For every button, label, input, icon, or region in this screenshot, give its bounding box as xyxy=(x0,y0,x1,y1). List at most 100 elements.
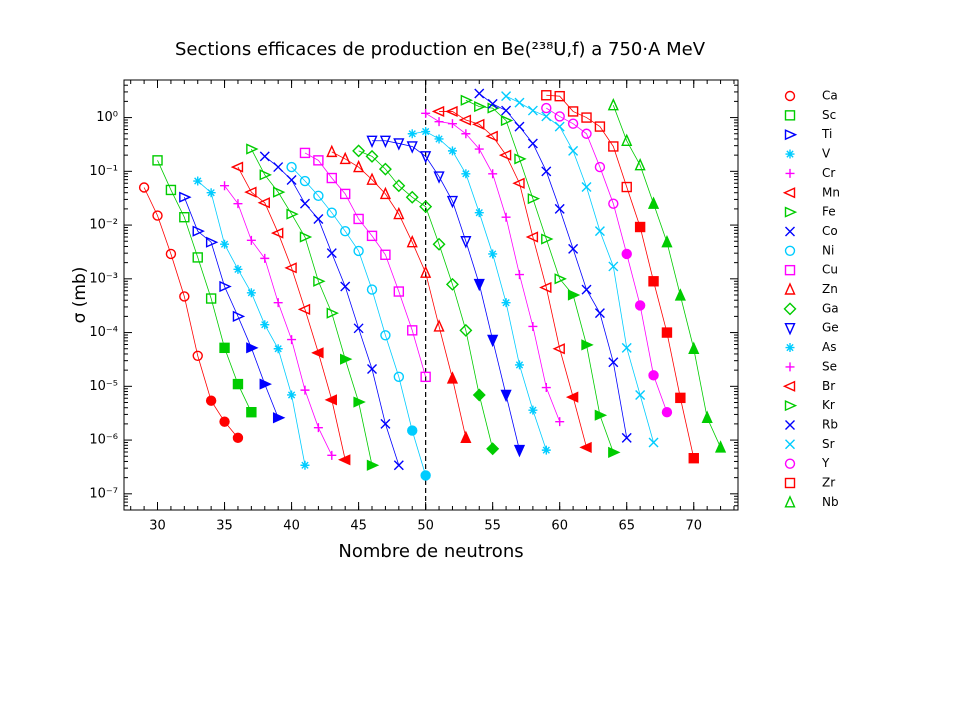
marker xyxy=(567,289,581,301)
marker xyxy=(393,206,405,220)
legend-marker xyxy=(785,362,795,372)
marker xyxy=(246,288,256,298)
marker xyxy=(313,190,324,202)
marker xyxy=(459,323,473,337)
marker xyxy=(421,108,431,118)
marker xyxy=(420,470,431,481)
marker xyxy=(244,186,257,198)
marker xyxy=(219,416,230,427)
marker xyxy=(608,357,619,368)
marker xyxy=(366,135,378,148)
marker xyxy=(260,320,270,330)
marker xyxy=(421,127,431,137)
marker xyxy=(179,212,190,223)
marker xyxy=(460,94,474,106)
marker xyxy=(514,153,527,165)
marker xyxy=(541,383,551,393)
x-axis-label: Nombre de neutrons xyxy=(338,541,523,562)
marker xyxy=(568,145,579,156)
x-tick-label: 50 xyxy=(417,519,434,534)
legend-marker xyxy=(785,168,795,178)
marker xyxy=(594,226,605,237)
marker xyxy=(594,409,608,421)
legend-label: Co xyxy=(822,224,838,238)
marker xyxy=(675,392,686,404)
marker xyxy=(567,106,579,117)
marker xyxy=(487,334,499,348)
marker xyxy=(527,193,541,205)
marker xyxy=(379,186,392,200)
legend-label: Ca xyxy=(822,89,838,103)
marker xyxy=(500,114,514,127)
marker xyxy=(554,203,565,214)
marker xyxy=(608,141,619,152)
marker xyxy=(594,161,606,173)
marker xyxy=(219,342,230,354)
marker xyxy=(674,288,686,301)
marker xyxy=(498,149,512,161)
legend-label: Ga xyxy=(822,301,839,315)
legend-label: Cu xyxy=(822,263,838,277)
marker xyxy=(340,225,351,237)
marker xyxy=(205,395,217,406)
x-tick-label: 40 xyxy=(283,519,300,534)
marker xyxy=(232,378,244,390)
marker xyxy=(220,239,230,249)
series-line xyxy=(331,151,467,438)
marker xyxy=(446,371,459,384)
marker xyxy=(406,141,418,154)
marker xyxy=(514,97,525,108)
marker xyxy=(339,151,351,165)
legend-label: Ge xyxy=(822,321,839,335)
marker xyxy=(621,342,632,353)
y-axis-label: σ (mb) xyxy=(70,267,90,324)
marker xyxy=(458,114,472,126)
legend-label: As xyxy=(822,340,836,354)
x-tick-label: 70 xyxy=(685,519,702,534)
marker xyxy=(260,253,270,263)
marker xyxy=(661,327,673,338)
marker xyxy=(460,236,472,249)
marker xyxy=(648,437,659,448)
marker xyxy=(541,166,552,177)
series-line xyxy=(358,150,494,449)
marker xyxy=(446,195,459,209)
marker xyxy=(407,129,417,139)
marker xyxy=(420,151,432,164)
legend-label: Cr xyxy=(822,166,835,180)
legend-label: Zn xyxy=(822,282,838,296)
marker xyxy=(661,234,673,248)
marker xyxy=(179,291,190,302)
marker xyxy=(405,190,419,204)
marker xyxy=(635,389,646,400)
marker xyxy=(514,360,524,370)
marker xyxy=(525,231,539,243)
marker xyxy=(287,390,297,400)
marker xyxy=(621,432,632,443)
marker xyxy=(138,182,150,193)
marker xyxy=(634,157,646,171)
marker xyxy=(474,101,487,113)
marker xyxy=(366,172,378,185)
marker xyxy=(179,191,192,203)
marker xyxy=(512,177,525,189)
marker xyxy=(501,91,512,102)
marker xyxy=(407,425,418,436)
marker xyxy=(433,319,445,332)
marker xyxy=(380,418,391,429)
series-line xyxy=(291,166,427,476)
marker xyxy=(327,450,337,460)
marker xyxy=(340,281,351,292)
legend-marker xyxy=(785,439,795,450)
marker xyxy=(233,264,243,274)
y-tick-label: 10⁻⁶ xyxy=(89,433,118,448)
y-tick-label: 10⁻⁷ xyxy=(89,486,118,501)
marker xyxy=(192,350,203,361)
marker xyxy=(474,208,484,218)
x-tick-label: 35 xyxy=(216,519,233,534)
marker xyxy=(488,169,498,179)
marker xyxy=(420,265,432,278)
legend-marker xyxy=(784,458,796,469)
marker xyxy=(407,325,418,336)
